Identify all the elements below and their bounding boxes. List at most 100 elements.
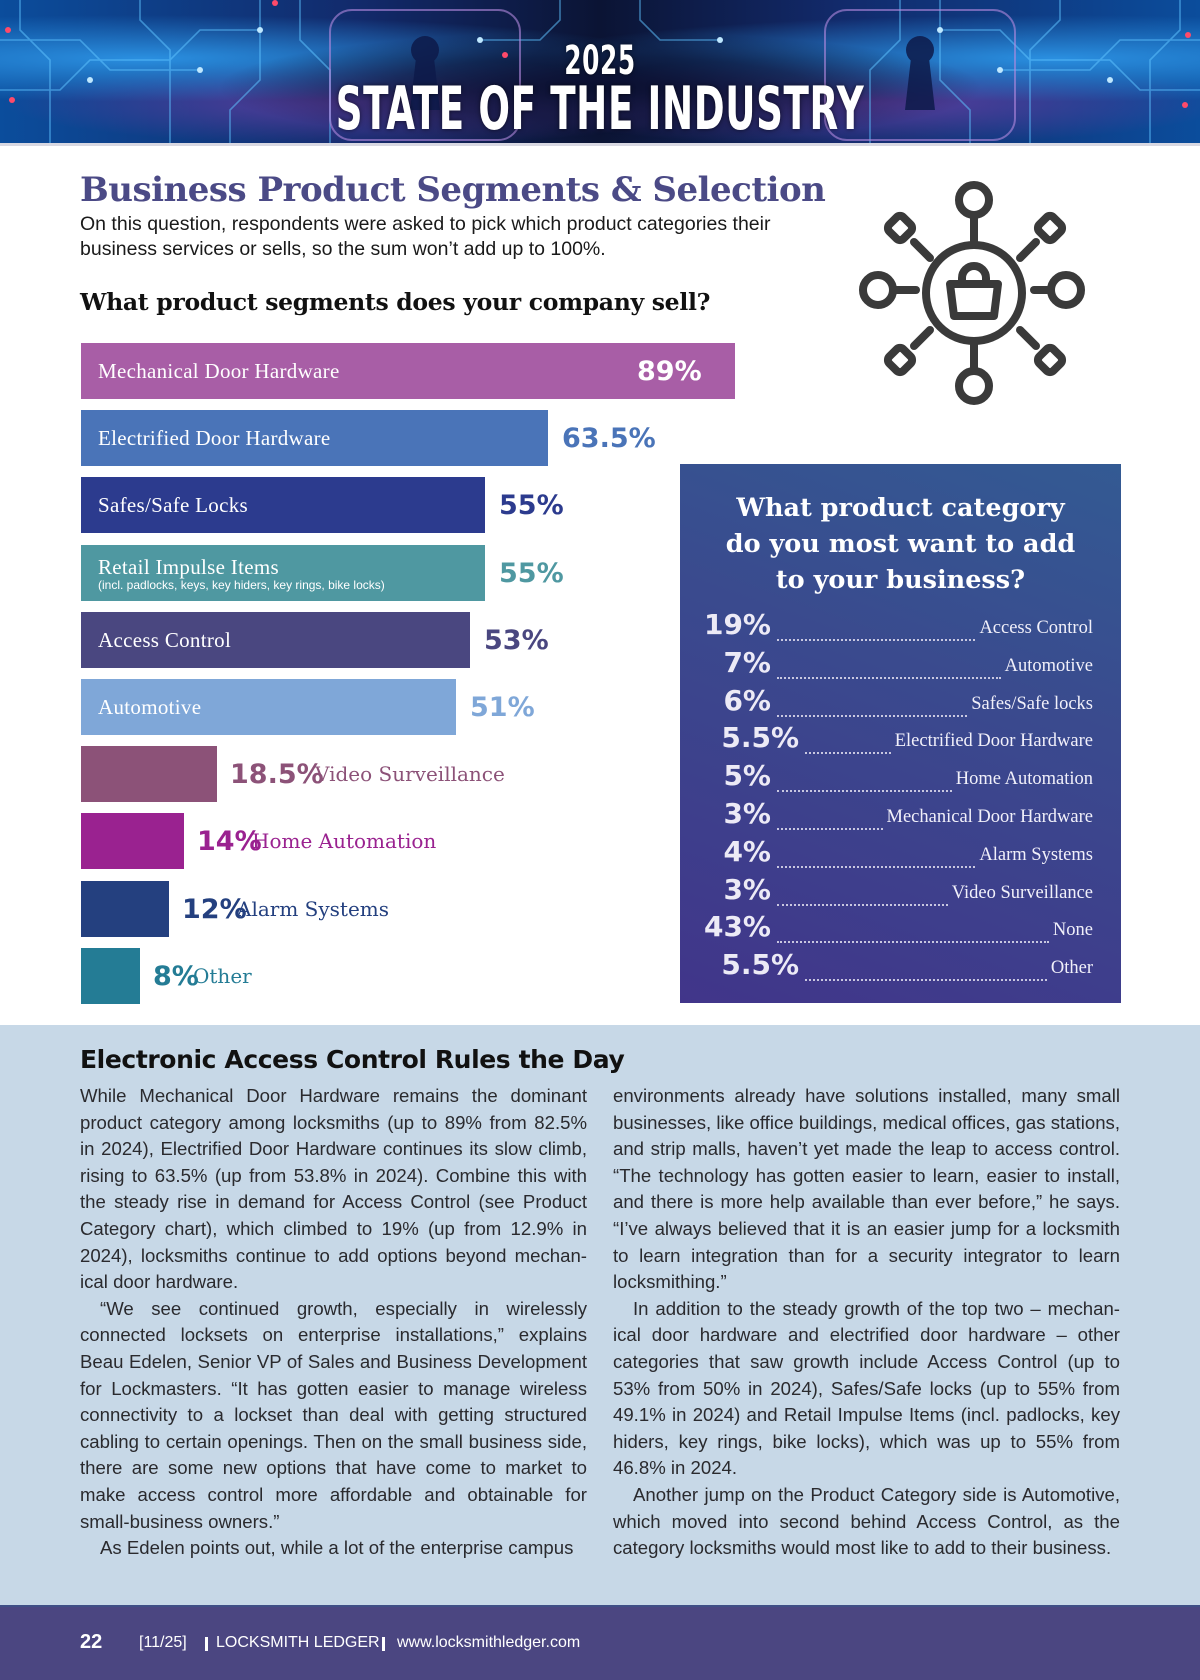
segments-bar-chart: Mechanical Door Hardware 89% Electrified D… [0,0,735,1020]
bar-category-text: Safes/Safe Locks [98,492,249,517]
panel-row: 4% Alarm Systems [680,834,1121,870]
dotted-leader [777,800,883,830]
panel-row: 7% Automotive [680,645,1121,681]
panel-row: 6% Safes/Safe locks [680,683,1121,719]
issue-date: [11/25] [139,1634,187,1651]
panel-row-value: 6% [723,684,771,717]
bar-category-sublabel: (incl. padlocks, keys, key hiders, key r… [98,577,385,592]
panel-row-category: Home Automation [955,769,1093,789]
panel-row: 19% Access Control [680,607,1121,643]
panel-row-category: Other [1050,958,1093,978]
article-title: Electronic Access Control Rules the Day [80,1045,625,1074]
panel-row-value: 43% [703,910,771,943]
publication-name: LOCKSMITH LEDGER [216,1634,380,1651]
dotted-leader [777,876,948,906]
bar-category-label: Access Control [98,612,231,668]
bar-category-text: Mechanical Door Hardware [98,358,340,383]
circuit-board-graphic [0,0,1200,146]
bar-safes-safe-locks: Safes/Safe Locks [81,477,485,533]
bar-value-label: 55% [499,489,564,521]
bar-value-label: 63.5% [562,422,656,454]
bar-video-surveillance [81,746,217,802]
panel-row-value: 5.5% [721,721,799,754]
bar-value-label: 12% [182,893,247,925]
panel-row: 5.5% Other [680,947,1121,983]
article-paragraph: In addition to the steady growth of the … [613,1297,1120,1479]
panel-row-category: Automotive [1004,656,1093,676]
footer-separator [382,1637,385,1651]
panel-row-category: Mechanical Door Hardware [886,807,1093,827]
website-link[interactable]: www.locksmithledger.com [397,1634,581,1651]
bar-value-label: 8% [153,960,199,992]
panel-row-value: 4% [723,835,771,868]
panel-row-value: 3% [723,797,771,830]
panel-title: What product category do you most want t… [680,490,1121,598]
panel-row-category: Alarm Systems [979,845,1093,865]
bar-electrified-door-hardware: Electrified Door Hardware [81,410,548,466]
bar-category-text: Access Control [98,627,232,652]
panel-title-line: do you most want to add [725,529,1076,559]
bar-value-label: 89% [637,355,702,387]
bar-category-label: Electrified Door Hardware [98,410,331,466]
bar-category-label: Home Automation [252,829,437,853]
dotted-leader [777,687,968,717]
bar-category-label: Alarm Systems [237,897,390,921]
bar-value-label: 18.5% [230,758,324,790]
page-number: 22 [80,1631,103,1653]
panel-row-value: 7% [723,646,771,679]
section-title: Business Product Segments & Selection [80,170,826,210]
article-paragraph: Another jump on the Product Category sid… [613,1483,1120,1559]
bar-home-automation [81,813,184,869]
bar-alarm-systems [81,881,169,937]
panel-title-line: What product category [736,493,1065,523]
article-paragraph: “We see continued growth, especially in … [80,1297,587,1532]
dotted-leader [777,913,1049,943]
panel-row-category: None [1052,920,1093,940]
dotted-leader [805,724,891,754]
panel-row: 43% None [680,909,1121,945]
article-column-left: While Mechanical Door Hardware remains t… [80,1083,587,1562]
bar-value-label: 53% [484,624,549,656]
bar-category-text: Retail Impulse Items [98,554,279,579]
dotted-leader [777,649,1001,679]
panel-row-value: 3% [723,873,771,906]
banner: 2025 STATE OF THE INDUSTRY [0,0,1200,146]
banner-year: 2025 [564,38,636,84]
dotted-leader [777,762,952,792]
bar-automotive: Automotive [81,679,456,735]
bar-other [81,948,140,1004]
network-hub-shopping-basket-icon [859,181,1085,405]
section-intro: On this question, respondents were asked… [80,213,771,260]
bar-value-label: 51% [470,691,535,723]
bar-access-control: Access Control [81,612,470,668]
panel-row-category: Safes/Safe locks [971,694,1093,714]
panel-title-line: to your business? [775,565,1026,595]
bar-value-label: 55% [499,557,564,589]
segments-question: What product segments does your company … [80,288,711,316]
panel-row-value: 19% [703,608,771,641]
bar-category-label: Other [193,964,252,988]
banner-divider [0,143,1200,146]
panel-row-category: Access Control [979,618,1093,638]
panel-row: 5.5% Electrified Door Hardware [680,720,1121,756]
article-paragraph: environments already have solutions inst… [613,1085,1120,1293]
dotted-leader [805,951,1047,981]
panel-row: 3% Mechanical Door Hardware [680,796,1121,832]
panel-row-value: 5% [723,759,771,792]
banner-title: STATE OF THE INDUSTRY [335,74,865,144]
bar-category-label: Video Surveillance [315,762,505,786]
add-category-panel: What product category do you most want t… [680,464,1121,1003]
bar-category-label: Mechanical Door Hardware [98,343,340,399]
article-section: Electronic Access Control Rules the Day … [0,1025,1200,1605]
panel-row-value: 5.5% [721,948,799,981]
bar-mechanical-door-hardware: Mechanical Door Hardware [81,343,735,399]
article-paragraph: As Edelen points out, while a lot of the… [100,1537,574,1559]
panel-row: 3% Video Surveillance [680,872,1121,908]
bar-category-text: Electrified Door Hardware [98,425,331,450]
bar-category-label: Safes/Safe Locks [98,477,248,533]
page-footer: 22 [11/25] LOCKSMITH LEDGER www.locksmit… [0,1605,1200,1680]
article-column-right: environments already have solutions inst… [613,1083,1120,1562]
bar-category-label: Retail Impulse Items (incl. padlocks, key… [98,545,385,601]
panel-row-category: Video Surveillance [951,883,1093,903]
article-paragraph: While Mechanical Door Hardware remains t… [80,1085,587,1293]
